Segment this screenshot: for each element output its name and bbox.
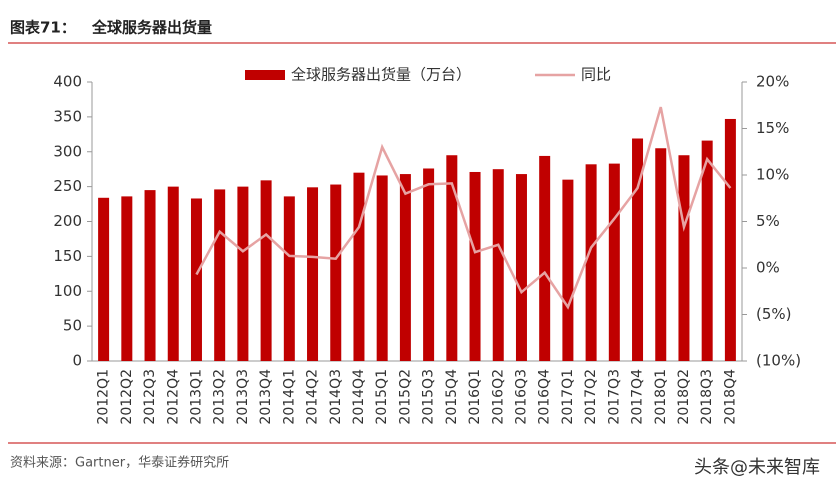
x-tick-label: 2012Q4	[165, 369, 181, 425]
legend-label: 同比	[581, 66, 611, 84]
legend-swatch	[245, 70, 285, 80]
x-tick-label: 2012Q3	[142, 369, 158, 425]
y-tick-label: 150	[53, 247, 82, 265]
bar	[492, 169, 504, 361]
y-tick-label: 250	[53, 177, 82, 195]
bar	[98, 197, 110, 361]
bar	[376, 175, 388, 361]
y2-tick-label: 0%	[756, 259, 780, 277]
watermark: 头条@未来智库	[694, 457, 820, 478]
bar	[469, 171, 481, 361]
bar	[632, 138, 644, 361]
figure-title: 全球服务器出货量	[91, 19, 212, 37]
bar	[608, 163, 620, 361]
bar	[167, 186, 179, 361]
x-tick-label: 2015Q4	[444, 369, 460, 425]
x-tick-label: 2015Q1	[374, 369, 390, 425]
bar	[515, 174, 527, 361]
x-tick-label: 2014Q1	[281, 369, 297, 425]
y-tick-label: 100	[53, 282, 82, 300]
bar	[562, 179, 574, 361]
y2-tick-label: 5%	[756, 212, 780, 230]
bar	[144, 190, 156, 361]
x-tick-label: 2016Q4	[537, 369, 553, 425]
y-tick-label: 200	[53, 212, 82, 230]
bar	[307, 187, 319, 361]
bar	[121, 196, 133, 361]
bar	[678, 155, 690, 361]
bar	[283, 196, 295, 361]
x-tick-label: 2018Q2	[676, 369, 692, 425]
bar	[260, 180, 272, 361]
bar	[353, 172, 365, 361]
y2-tick-label: 20%	[756, 73, 789, 91]
y2-tick-label: 10%	[756, 166, 789, 184]
x-tick-label: 2013Q4	[258, 369, 274, 425]
y2-tick-label: 15%	[756, 119, 789, 137]
figure-label: 图表71：	[10, 19, 76, 37]
bar	[724, 118, 736, 361]
x-tick-label: 2018Q1	[653, 369, 669, 425]
x-tick-label: 2014Q4	[351, 369, 367, 425]
legend-label: 全球服务器出货量（万台）	[291, 66, 471, 84]
x-tick-label: 2013Q1	[188, 369, 204, 425]
x-tick-label: 2012Q2	[119, 369, 135, 425]
x-tick-label: 2016Q3	[513, 369, 529, 425]
bar	[399, 174, 411, 361]
y-tick-label: 400	[53, 73, 82, 91]
x-tick-label: 2017Q3	[606, 369, 622, 425]
bar	[655, 148, 667, 361]
line	[195, 106, 732, 310]
x-tick-label: 2016Q2	[490, 369, 506, 425]
x-tick-label: 2014Q3	[328, 369, 344, 425]
bar	[330, 184, 342, 361]
x-tick-label: 2013Q3	[235, 369, 251, 425]
y2-tick-label: (5%)	[756, 305, 792, 323]
x-tick-label: 2012Q1	[96, 369, 112, 425]
y2-tick-label: (10%)	[756, 352, 801, 370]
bar	[701, 140, 713, 361]
x-tick-label: 2014Q2	[305, 369, 321, 425]
x-tick-label: 2017Q4	[630, 369, 646, 425]
bar	[214, 189, 226, 361]
bar	[585, 164, 597, 361]
x-tick-label: 2013Q2	[212, 369, 228, 425]
y-tick-label: 350	[53, 107, 82, 125]
x-tick-label: 2015Q2	[397, 369, 413, 425]
bar	[190, 198, 202, 361]
y-tick-label: 300	[53, 142, 82, 160]
x-tick-label: 2017Q2	[583, 369, 599, 425]
x-tick-label: 2015Q3	[421, 369, 437, 425]
x-tick-label: 2016Q1	[467, 369, 483, 425]
x-tick-label: 2017Q1	[560, 369, 576, 425]
x-tick-label: 2018Q4	[722, 369, 738, 425]
x-tick-label: 2018Q3	[699, 369, 715, 425]
source: 资料来源：Gartner，华泰证券研究所	[10, 455, 229, 471]
y-tick-label: 0	[72, 352, 82, 370]
bar	[237, 186, 249, 361]
bar	[539, 155, 551, 361]
bar	[423, 168, 435, 361]
bar	[446, 155, 458, 361]
y-tick-label: 50	[63, 317, 82, 335]
chart: 0 50 100 150 200 250 300 350 400 (10%) (5%) 0% 5% 10%…	[53, 66, 801, 425]
